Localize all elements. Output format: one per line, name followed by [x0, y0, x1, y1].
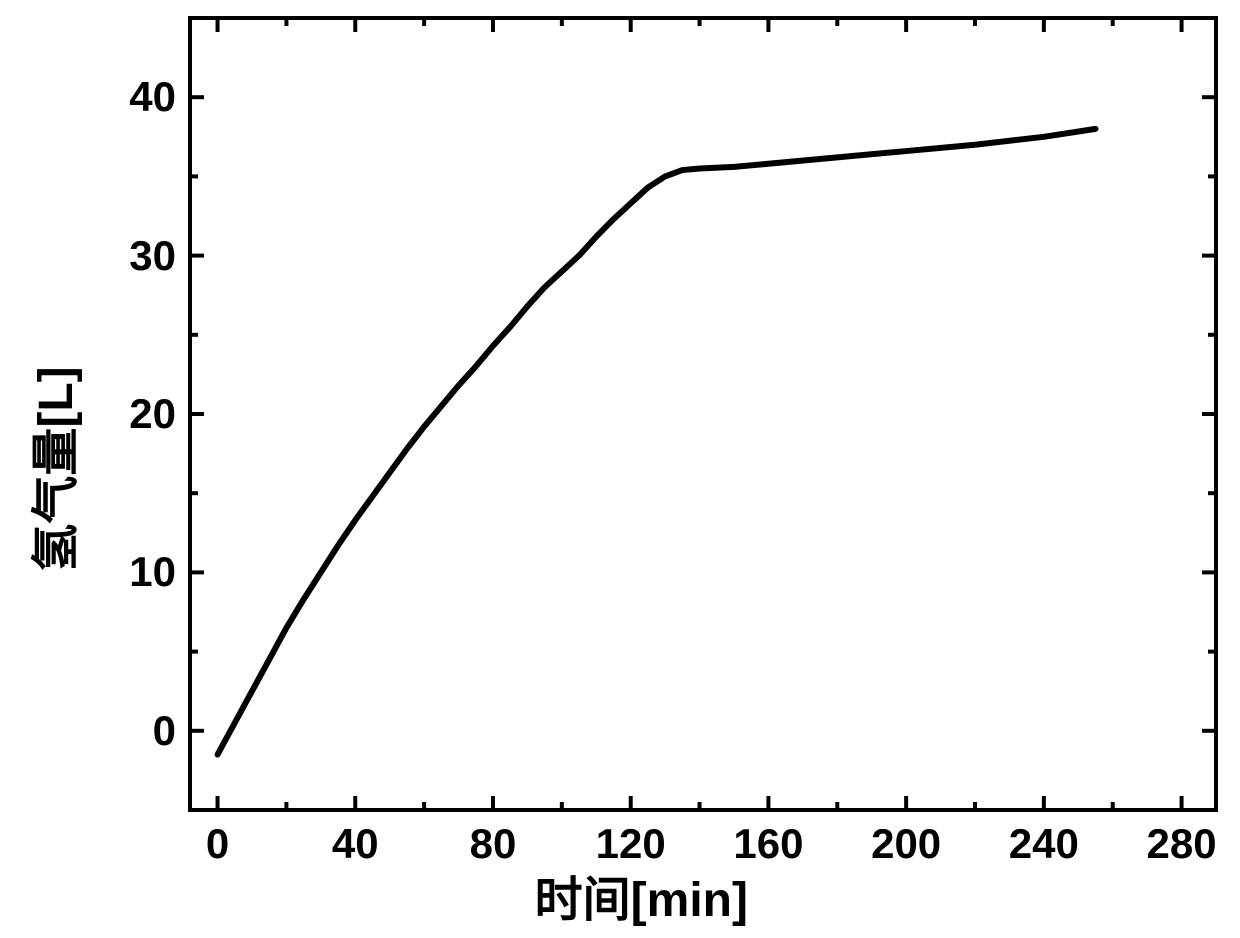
line-chart	[0, 0, 1240, 938]
x-tick-label: 80	[470, 820, 517, 868]
y-tick-label: 20	[129, 390, 176, 438]
y-axis-label: 氢气量[L]	[16, 366, 86, 571]
chart-container: 氢气量[L] 时间[min] 0 40 80 120 160 200 240 280 0 10 20…	[0, 0, 1240, 938]
x-tick-label: 120	[596, 820, 666, 868]
x-tick-label: 200	[871, 820, 941, 868]
y-tick-label: 40	[129, 73, 176, 121]
x-tick-label: 280	[1147, 820, 1217, 868]
x-tick-label: 40	[332, 820, 379, 868]
x-tick-label: 240	[1009, 820, 1079, 868]
y-tick-label: 30	[129, 232, 176, 280]
x-tick-label: 160	[733, 820, 803, 868]
x-tick-label: 0	[206, 820, 229, 868]
x-axis-label: 时间[min]	[535, 860, 748, 930]
y-tick-label: 10	[129, 548, 176, 596]
y-tick-label: 0	[153, 707, 176, 755]
